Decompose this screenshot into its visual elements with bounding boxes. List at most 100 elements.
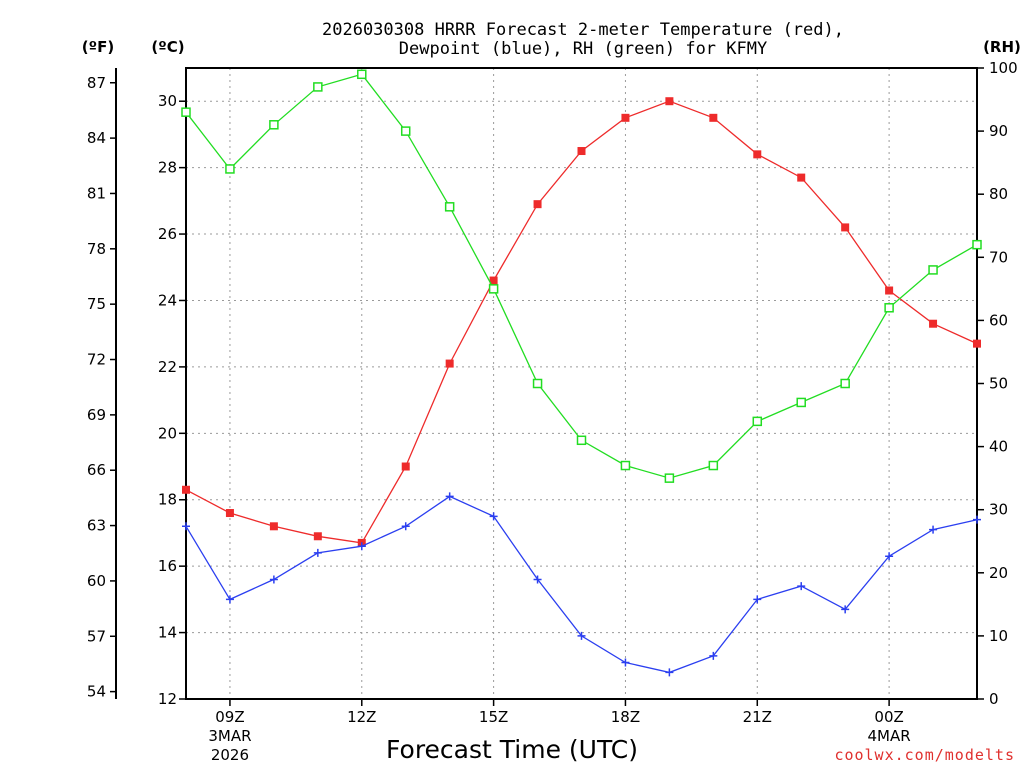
chart-title-line2: Dewpoint (blue), RH (green) for KFMY [399, 39, 767, 59]
tick-label-time: 15Z [479, 708, 508, 726]
point-temperature [489, 276, 498, 285]
tick-label-celsius: 26 [158, 225, 177, 243]
tick-label-fahrenheit: 81 [87, 184, 106, 202]
tick-label-rh: 10 [989, 627, 1008, 645]
tick-label-time: 09Z [215, 708, 244, 726]
tick-label-celsius: 14 [158, 624, 177, 642]
point-dewpoint [401, 522, 410, 531]
tick-label-fahrenheit: 72 [87, 351, 106, 369]
axis-ticks: 12 14 16 18 20 22 24 26 28 30 54 57 60 63 66 69 72 75 78 81… [87, 59, 1018, 764]
point-dewpoint [445, 492, 454, 501]
credit-text: coolwx.com/modelts [834, 746, 1015, 764]
tick-label-fahrenheit: 57 [87, 627, 106, 645]
point-temperature [753, 150, 762, 159]
tick-sublabel-date: 3MAR [208, 727, 251, 745]
x-axis-title: Forecast Time (UTC) [386, 735, 638, 764]
tick-label-fahrenheit: 54 [87, 683, 106, 701]
point-rh [269, 120, 279, 130]
tick-label-celsius: 16 [158, 557, 177, 575]
point-dewpoint [665, 668, 674, 677]
point-dewpoint [182, 522, 190, 531]
tick-label-rh: 100 [989, 59, 1018, 77]
point-rh [532, 378, 543, 389]
tick-label-fahrenheit: 60 [87, 572, 106, 590]
point-dewpoint [269, 575, 278, 584]
point-rh [357, 69, 367, 80]
tick-label-time: 21Z [743, 708, 772, 726]
point-temperature [709, 113, 718, 122]
point-temperature [225, 509, 234, 518]
point-temperature [401, 462, 410, 471]
tick-label-rh: 90 [989, 122, 1008, 140]
data-series [181, 69, 982, 677]
point-temperature [841, 223, 850, 232]
point-temperature [577, 147, 586, 156]
tick-sublabel-year: 2026 [211, 746, 249, 764]
tick-label-celsius: 12 [158, 690, 177, 708]
tick-label-rh: 60 [989, 311, 1008, 329]
point-dewpoint [533, 575, 542, 584]
point-rh [884, 303, 894, 313]
tick-label-fahrenheit: 69 [87, 406, 106, 424]
point-rh [225, 164, 235, 174]
point-dewpoint [841, 605, 850, 614]
point-dewpoint [885, 552, 894, 561]
tick-label-fahrenheit: 84 [87, 129, 106, 147]
tick-label-fahrenheit: 66 [87, 461, 106, 479]
tick-label-celsius: 20 [158, 424, 177, 442]
tick-label-celsius: 18 [158, 491, 177, 509]
point-temperature [797, 173, 806, 182]
point-temperature [621, 113, 630, 122]
point-rh [313, 82, 323, 92]
tick-label-fahrenheit: 78 [87, 240, 106, 258]
point-dewpoint [313, 548, 322, 557]
tick-label-fahrenheit: 63 [87, 517, 106, 535]
tick-label-rh: 20 [989, 564, 1008, 582]
point-rh [576, 435, 587, 446]
tick-sublabel-date: 4MAR [868, 727, 911, 745]
point-dewpoint [797, 582, 806, 591]
tick-label-rh: 70 [989, 248, 1008, 266]
point-temperature [182, 485, 190, 494]
point-dewpoint [753, 595, 762, 604]
tick-label-time: 18Z [611, 708, 640, 726]
point-dewpoint [929, 525, 938, 534]
point-temperature [885, 286, 894, 295]
plot-frame [185, 67, 978, 700]
point-rh [972, 239, 982, 250]
point-rh [708, 460, 719, 471]
tick-label-rh: 0 [989, 690, 999, 708]
point-dewpoint [225, 595, 234, 604]
tick-label-fahrenheit: 75 [87, 295, 106, 313]
point-rh [664, 473, 675, 483]
unit-fahrenheit-label: (ºF) [82, 38, 114, 56]
tick-label-celsius: 22 [158, 358, 177, 376]
point-dewpoint [489, 512, 498, 521]
chart-title-line1: 2026030308 HRRR Forecast 2-meter Tempera… [322, 20, 844, 40]
point-rh [400, 126, 411, 136]
tick-label-celsius: 28 [158, 159, 177, 177]
tick-label-fahrenheit: 87 [87, 74, 106, 92]
point-temperature [445, 359, 454, 368]
point-dewpoint [577, 631, 586, 640]
tick-label-rh: 40 [989, 438, 1008, 456]
tick-label-time: 12Z [347, 708, 376, 726]
tick-label-celsius: 30 [158, 92, 177, 110]
point-rh [840, 378, 850, 389]
point-dewpoint [973, 515, 981, 524]
point-temperature [269, 522, 278, 531]
point-rh [444, 202, 455, 212]
unit-rh-label: (RH) [983, 38, 1021, 56]
point-dewpoint [357, 542, 366, 551]
tick-label-rh: 50 [989, 375, 1008, 393]
point-rh [620, 460, 631, 471]
unit-celsius-label: (ºC) [151, 38, 184, 56]
tick-label-time: 00Z [874, 708, 903, 726]
point-rh [928, 265, 938, 275]
point-temperature [973, 339, 981, 348]
tick-label-rh: 30 [989, 501, 1008, 519]
point-rh [752, 416, 763, 427]
tick-label-celsius: 24 [158, 291, 177, 309]
point-temperature [533, 200, 542, 209]
